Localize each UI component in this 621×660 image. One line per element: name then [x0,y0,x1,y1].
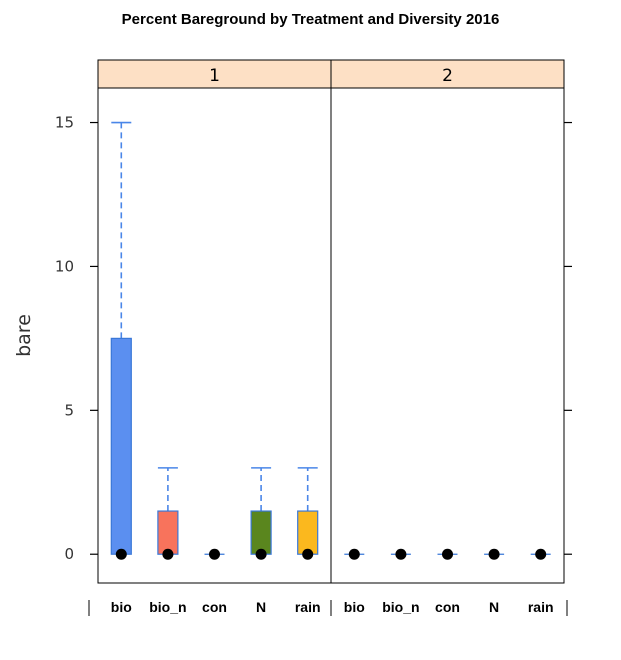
x-tick-label-bio_n: bio_n [382,599,419,615]
y-axis: 0 5 10 15 [55,114,572,563]
box-2-N [484,548,505,560]
x-tick-label-rain: rain [528,599,554,615]
x-tick-label-bio: bio [344,599,365,615]
x-tick-label-bio_n: bio_n [149,599,186,615]
x-tick-label-N: N [489,599,499,615]
median-point [302,548,314,560]
box-1-con [204,548,225,560]
box-2-rain [530,548,551,560]
panel-frame-1 [97,87,332,584]
strip-label-1: 1 [209,66,220,86]
median-point [162,548,174,560]
x-tick-label-bio: bio [111,599,132,615]
box-body [157,510,179,555]
panel-frame-2 [330,87,565,584]
box-2-bio_n [390,548,411,560]
x-tick-label-con: con [435,599,460,615]
panel-1: 1 [97,59,332,584]
chart-title: Percent Bareground by Treatment and Dive… [121,11,500,28]
y-axis-label: bare [13,314,35,357]
box-1-N [250,467,272,560]
box-2-con [437,548,458,560]
box-body [297,510,319,555]
x-tick-label-rain: rain [295,599,321,615]
median-point [209,548,220,560]
panel-2: 2 [330,59,565,584]
box-1-rain [297,467,319,560]
median-point [395,548,407,560]
y-tick-label: 5 [64,401,74,419]
y-tick-label: 10 [55,257,74,275]
median-point [255,548,267,560]
box-2-bio [344,548,365,560]
median-point [115,548,127,560]
strip-label-2: 2 [442,66,453,86]
x-tick-label-con: con [202,599,227,615]
box-1-bio_n [157,467,179,560]
box-1-bio [110,121,132,560]
median-point [348,548,360,560]
x-tick-label-N: N [256,599,266,615]
median-point [535,548,547,560]
y-tick-label: 15 [55,114,74,132]
box-body [250,510,272,555]
median-point [488,548,500,560]
box-body [110,337,132,555]
y-tick-label: 0 [64,545,74,563]
median-point [442,548,453,560]
